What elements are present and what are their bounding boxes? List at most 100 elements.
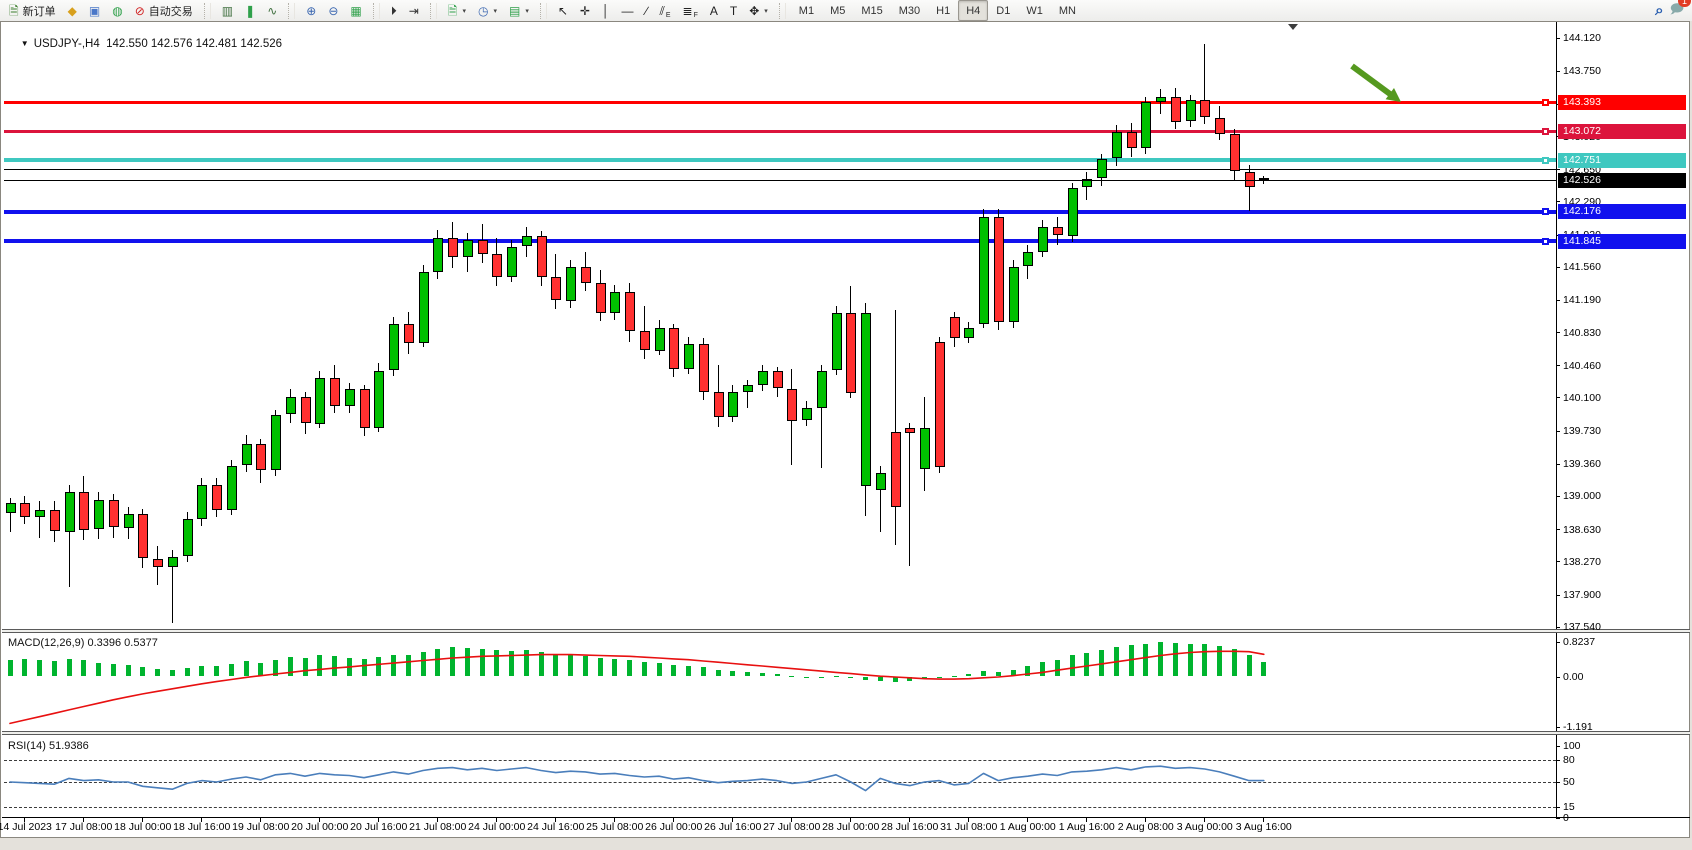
price-tick-139.000: 139.000 (1563, 490, 1601, 503)
time-tick-27-Jul-08-00: 27 Jul 08:00 (763, 821, 821, 833)
macd-histogram-bar (347, 658, 352, 676)
macd-panel-splitter[interactable] (2, 629, 1690, 633)
toolbar-separator (372, 2, 380, 19)
fibonacci-button[interactable]: ≣ F (682, 3, 698, 20)
horizontal-line-142.751[interactable] (4, 158, 1556, 162)
macd-histogram-bar (509, 651, 514, 676)
axis-tick-mark (1556, 642, 1560, 643)
new-chart-button[interactable]: 🗎 ▾ (442, 0, 472, 21)
price-tick-144.120: 144.120 (1563, 32, 1601, 44)
crosshair-button[interactable]: ✛ (574, 0, 596, 21)
auto-scroll-icon: ⏵ (390, 3, 397, 18)
horizontal-line-143.072[interactable] (4, 130, 1556, 133)
candle-wick (1249, 165, 1250, 211)
candle-body (330, 378, 340, 406)
candle-body (492, 254, 502, 277)
horizontal-line-142.176[interactable] (4, 210, 1556, 214)
macd-histogram-bar (1025, 666, 1030, 676)
timeframe-w1-button[interactable]: W1 (1026, 4, 1043, 17)
line-chart-button[interactable]: ∿ (261, 0, 283, 21)
periods-icon: ◷ (477, 3, 489, 18)
deposit-button[interactable]: ◆ (62, 0, 83, 21)
candle-body (94, 500, 104, 529)
signals-button[interactable]: ◍ (106, 0, 128, 21)
text-button[interactable]: A (704, 0, 724, 21)
timeframe-m15-button[interactable]: M15 (861, 4, 883, 17)
macd-histogram-bar (1173, 643, 1178, 676)
timeframe-m5-button[interactable]: M5 (830, 4, 846, 17)
time-axis-tick-mark (201, 818, 202, 822)
equidistant-channel-button[interactable]: ⫽ E (659, 3, 671, 20)
candle-body (861, 313, 871, 486)
zoom-out-button[interactable]: ⊖ (322, 0, 344, 21)
search-icon[interactable]: ⌕ (1655, 2, 1664, 19)
horizontal-line-button[interactable]: — (615, 0, 639, 21)
chart-shift-marker-icon[interactable] (1288, 24, 1298, 30)
time-tick-17-Jul-08-00: 17 Jul 08:00 (55, 821, 113, 833)
candle-body (714, 392, 724, 417)
vertical-line-button[interactable]: │ (596, 0, 616, 21)
macd-histogram-bar (199, 666, 204, 676)
hline-handle-143.072[interactable] (1542, 128, 1549, 135)
bar-chart-button[interactable]: ▥ (216, 0, 239, 21)
candle-body (138, 514, 148, 558)
chart-shift-button[interactable]: ⇥ (403, 0, 425, 21)
candle-body (832, 313, 842, 370)
hline-handle-143.393[interactable] (1542, 99, 1549, 106)
hline-handle-142.751[interactable] (1542, 157, 1549, 164)
macd-histogram-bar (834, 676, 839, 677)
new-order-button[interactable]: 🗎 新订单 (3, 0, 62, 21)
black-horizontal-line[interactable] (4, 169, 1556, 170)
time-tick-1-Aug-16-00: 1 Aug 16:00 (1058, 821, 1115, 833)
chart-symbol-dropdown-icon[interactable]: ▼ (20, 39, 29, 48)
timeframe-d1-button[interactable]: D1 (996, 4, 1011, 17)
candle-body (478, 240, 488, 254)
rsi-panel-splitter[interactable] (2, 731, 1690, 735)
timeframe-h4-button[interactable]: H4 (958, 0, 989, 21)
time-tick-28-Jul-00-00: 28 Jul 00:00 (822, 821, 880, 833)
timeframe-h1-button[interactable]: H1 (936, 4, 951, 17)
horizontal-line-141.845[interactable] (4, 239, 1556, 243)
templates-button[interactable]: ▤ ▾ (503, 0, 535, 21)
macd-histogram-bar (81, 660, 86, 676)
tile-windows-button[interactable]: ▦ (344, 0, 367, 21)
candle-body (802, 408, 812, 420)
candle-body (1097, 159, 1107, 178)
price-tick-141.190: 141.190 (1563, 294, 1601, 307)
candle-body (817, 371, 827, 408)
macd-histogram-bar (1099, 650, 1104, 676)
candle-body (876, 473, 886, 490)
equidistant-channel-icon: ⫽ (659, 3, 665, 18)
auto-scroll-button[interactable]: ⏵ (385, 0, 403, 21)
price-tick-137.900: 137.900 (1563, 589, 1601, 601)
timeframe-mn-button[interactable]: MN (1058, 4, 1076, 17)
metaeditor-button[interactable]: ▣ (83, 0, 106, 21)
candle-body (360, 389, 370, 428)
chart-title-symbol: USDJPY-,H4 (33, 38, 100, 50)
macd-histogram-bar (996, 672, 1001, 676)
candle-body (1141, 102, 1151, 148)
zoom-in-button[interactable]: ⊕ (300, 0, 322, 21)
arrows-button[interactable]: ✥ ▾ (743, 0, 774, 21)
cursor-button[interactable]: ↖ (552, 0, 574, 21)
autotrading-button[interactable]: ⊘ 自动交易 (129, 0, 199, 21)
time-tick-14-Jul-2023: 14 Jul 2023 (0, 821, 52, 833)
trendline-button[interactable]: ∕ (639, 0, 653, 21)
macd-histogram-bar (863, 677, 868, 680)
hline-handle-141.845[interactable] (1542, 238, 1549, 245)
candle-body (699, 344, 709, 392)
price-badge-142.176: 142.176 (1558, 204, 1686, 219)
macd-histogram-bar (1247, 655, 1252, 676)
text-label-button[interactable]: T (724, 0, 743, 21)
timeframe-m30-button[interactable]: M30 (898, 4, 921, 17)
candle-body (286, 397, 296, 414)
hline-handle-142.176[interactable] (1542, 208, 1549, 215)
axis-tick-mark (1556, 397, 1560, 398)
macd-histogram-bar (8, 660, 13, 676)
chat-icon[interactable]: 🗩 1 (1670, 0, 1691, 22)
horizontal-line-143.393[interactable] (4, 101, 1556, 104)
timeframe-m1-button[interactable]: M1 (798, 4, 815, 17)
toolbar-separator (203, 2, 211, 19)
periods-button[interactable]: ◷ ▾ (472, 0, 503, 21)
candlestick-chart-button[interactable]: ❚ (239, 0, 261, 21)
